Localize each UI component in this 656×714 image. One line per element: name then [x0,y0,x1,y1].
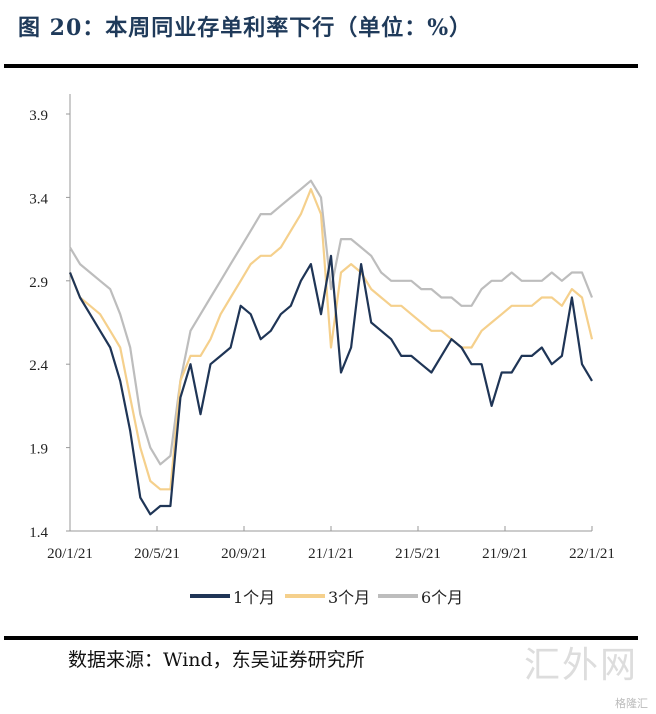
y-tick-label: 2.9 [29,275,48,291]
bottom-rule [4,636,638,640]
x-tick-label: 21/9/21 [482,546,528,562]
legend-label: 6个月 [421,588,463,607]
series-line-2 [68,188,594,491]
x-tick-label: 21/5/21 [395,546,441,562]
series-line-1 [68,254,593,516]
watermark-sub: 格隆汇 [615,697,648,710]
y-tick-label: 1.4 [29,525,48,541]
x-tick-label: 20/5/21 [134,546,180,562]
y-tick-label: 2.4 [29,358,48,374]
y-tick-label: 3.9 [29,108,48,124]
y-tick-label: 3.4 [29,191,48,207]
figure-title: 图 20：本周同业存单利率下行（单位：%） [18,15,473,41]
top-rule [4,64,638,68]
line-chart: 1.4 1.9 2.4 2.9 3.4 3.9 20/1/21 20/5/21 20/9/21 2… [29,94,615,607]
legend-label: 1个月 [233,588,275,607]
x-tick-label: 20/9/21 [221,546,267,562]
x-tick-label: 20/1/21 [47,546,93,562]
source-note: 数据来源：Wind，东吴证券研究所 [68,649,365,671]
series-line-3 [69,179,594,466]
x-tick-label: 22/1/21 [569,546,615,562]
y-tick-label: 1.9 [29,442,48,458]
x-tick-label: 21/1/21 [308,546,354,562]
watermark: 汇外网 [523,645,638,686]
legend-label: 3个月 [328,588,370,607]
